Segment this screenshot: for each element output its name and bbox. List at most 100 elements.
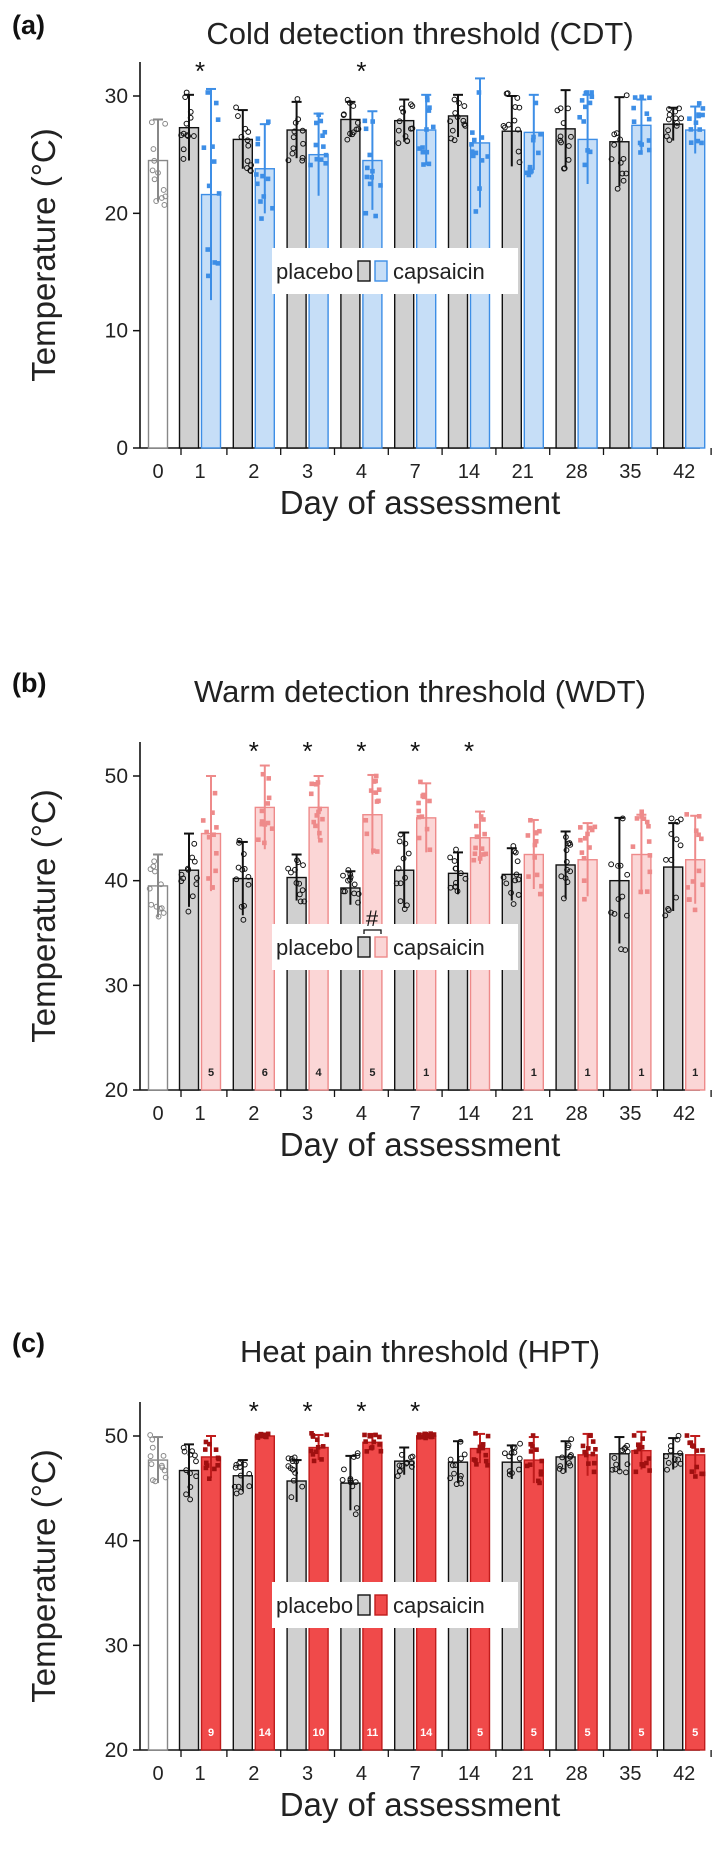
placebo-data-point <box>183 120 190 127</box>
placebo-data-point <box>511 117 518 124</box>
placebo-data-point <box>560 895 567 902</box>
placebo-data-point <box>608 909 614 916</box>
capsaicin-data-point <box>637 140 643 146</box>
capsaicin-data-point <box>424 94 430 99</box>
capsaicin-data-point <box>532 855 537 860</box>
placebo-data-point <box>409 1463 415 1470</box>
capsaicin-data-point <box>641 816 647 821</box>
capsaicin-data-point <box>579 850 585 855</box>
placebo-data-point <box>453 879 459 886</box>
placebo-data-point <box>244 158 251 164</box>
placebo-data-point <box>189 1448 195 1455</box>
placebo-data-point <box>612 1466 619 1473</box>
capsaicin-data-point <box>474 1462 479 1467</box>
count-label: 1 <box>692 1067 698 1079</box>
capsaicin-data-point <box>528 817 533 823</box>
baseline-data-point <box>162 1474 169 1481</box>
placebo-data-point <box>398 1451 405 1458</box>
placebo-data-point <box>294 96 301 102</box>
capsaicin-data-point <box>363 126 369 132</box>
capsaicin-data-point <box>589 94 595 100</box>
capsaicin-data-point <box>538 1472 544 1477</box>
capsaicin-data-point <box>420 1434 426 1440</box>
placebo-data-point <box>236 837 243 844</box>
baseline-data-point <box>151 157 158 164</box>
placebo-data-point <box>665 1460 672 1466</box>
capsaicin-data-point <box>688 140 694 145</box>
placebo-data-point <box>289 150 296 157</box>
capsaicin-data-point <box>581 856 587 861</box>
placebo-data-point <box>677 842 684 849</box>
placebo-data-point <box>508 889 514 896</box>
capsaicin-data-point <box>638 150 643 155</box>
baseline-data-point <box>149 1477 156 1484</box>
placebo-data-point <box>671 1456 678 1463</box>
placebo-data-point <box>505 121 512 128</box>
capsaicin-data-point <box>692 907 698 913</box>
capsaicin-data-point <box>585 831 590 837</box>
x-tick-label: 35 <box>619 1763 641 1785</box>
placebo-data-point <box>667 1443 674 1449</box>
capsaicin-data-point <box>214 851 219 856</box>
capsaicin-data-point <box>647 869 653 875</box>
placebo-data-point <box>344 96 351 103</box>
baseline-data-point <box>162 193 169 200</box>
capsaicin-data-point <box>309 1431 314 1436</box>
placebo-data-point <box>672 108 679 115</box>
capsaicin-data-point <box>204 1463 210 1468</box>
placebo-data-point <box>293 880 300 886</box>
placebo-data-point <box>242 125 249 132</box>
y-tick-label: 50 <box>105 765 128 788</box>
placebo-data-point <box>503 880 510 887</box>
capsaicin-data-point <box>633 1449 639 1455</box>
placebo-data-point <box>341 111 347 118</box>
capsaicin-data-point <box>477 186 482 191</box>
capsaicin-data-point <box>485 154 491 159</box>
placebo-data-point <box>342 888 348 895</box>
placebo-data-point <box>674 1436 681 1443</box>
placebo-data-point <box>292 119 299 126</box>
placebo-data-point <box>353 1505 360 1511</box>
capsaicin-data-point <box>592 824 598 830</box>
capsaicin-data-point <box>212 260 217 265</box>
placebo-data-point <box>676 105 682 112</box>
y-tick-label: 0 <box>116 437 128 460</box>
capsaicin-data-point <box>524 170 530 176</box>
placebo-data-point <box>672 1461 678 1468</box>
x-tick-label: 1 <box>194 461 205 483</box>
placebo-data-point <box>396 1462 403 1469</box>
capsaicin-data-point <box>586 1446 591 1451</box>
placebo-data-point <box>400 855 407 862</box>
placebo-data-point <box>396 838 403 845</box>
capsaicin-data-point <box>591 1460 597 1466</box>
y-tick-label: 20 <box>105 1079 128 1102</box>
capsaicin-data-point <box>215 117 221 122</box>
capsaicin-data-point <box>363 210 369 216</box>
placebo-data-point <box>295 859 302 866</box>
count-label: 5 <box>585 1727 591 1739</box>
x-tick-label: 14 <box>458 1103 480 1125</box>
capsaicin-data-point <box>639 94 644 100</box>
placebo-data-point <box>449 127 456 134</box>
placebo-data-point <box>397 880 404 887</box>
capsaicin-data-point <box>314 813 320 818</box>
capsaicin-data-point <box>587 845 592 850</box>
placebo-bar <box>340 887 361 1091</box>
capsaicin-data-point <box>587 100 593 106</box>
capsaicin-data-point <box>216 191 222 196</box>
capsaicin-data-point <box>263 1434 268 1439</box>
placebo-bar <box>501 873 522 1091</box>
placebo-data-point <box>180 156 187 162</box>
capsaicin-data-point <box>262 840 267 846</box>
placebo-data-point <box>452 110 459 116</box>
capsaicin-data-point <box>685 885 690 890</box>
placebo-data-point <box>453 846 459 853</box>
baseline-data-point <box>158 195 165 201</box>
panel-label: (c) <box>12 1328 45 1358</box>
placebo-data-point <box>565 1442 572 1449</box>
y-axis-label: Temperature (°C) <box>25 1449 62 1702</box>
capsaicin-data-point <box>210 885 215 890</box>
capsaicin-data-point <box>430 124 436 130</box>
capsaicin-data-point <box>533 838 539 844</box>
capsaicin-data-point <box>265 176 271 182</box>
